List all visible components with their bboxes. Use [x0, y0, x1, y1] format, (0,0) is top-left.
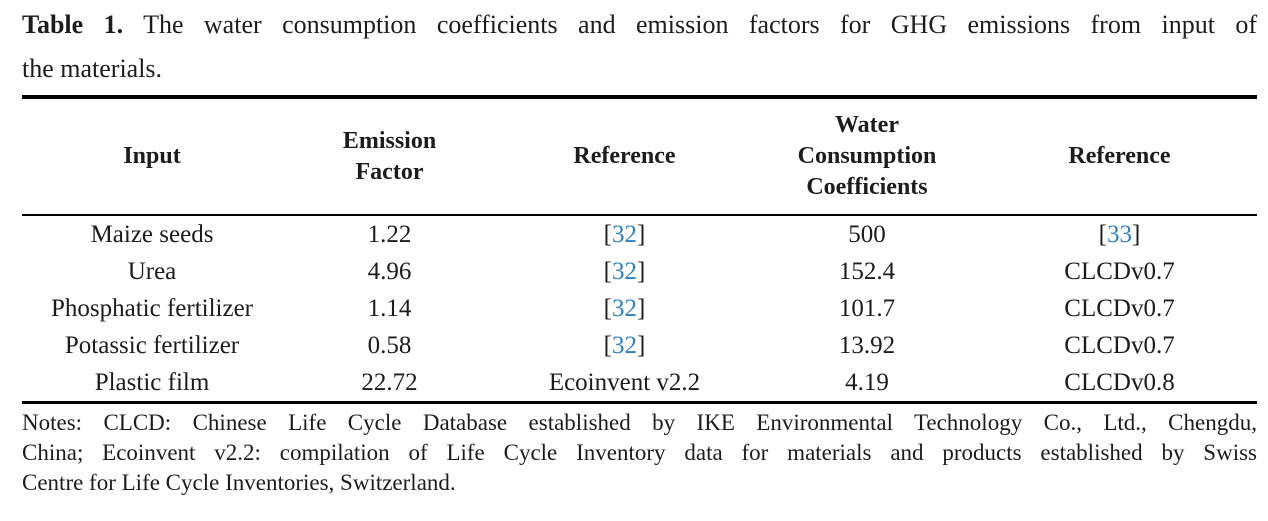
citation-link-32[interactable]: 32	[612, 331, 637, 359]
citation-link-32[interactable]: 32	[612, 257, 637, 285]
cell-water-reference: CLCDv0.7	[1064, 294, 1175, 322]
cell-emission-reference: [32]	[497, 215, 752, 253]
citation-bracket: ]	[1132, 220, 1141, 248]
table-notes: Notes: CLCD: Chinese Life Cycle Database…	[22, 408, 1257, 498]
cell-emission-factor: 4.96	[367, 257, 412, 285]
table-row-plastic-film: Plastic film 22.72 Ecoinvent v2.2 4.19 C…	[22, 364, 1257, 403]
citation-link-33[interactable]: 33	[1107, 220, 1132, 248]
citation-bracket: ]	[637, 220, 646, 248]
table-caption-text: The water consumption coefficients and e…	[143, 10, 1257, 39]
column-header-input: Input	[123, 143, 181, 169]
column-header-reference-2: Reference	[1068, 143, 1171, 169]
cell-water-coefficient: 152.4	[838, 257, 896, 285]
column-header-reference-1: Reference	[573, 143, 676, 169]
table-caption: Table 1. The water consumption coefficie…	[22, 3, 1257, 91]
cell-emission-factor: 1.14	[367, 294, 412, 322]
cell-input: Maize seeds	[90, 220, 214, 248]
column-header-emission-factor: Emission Factor	[342, 127, 437, 185]
citation-link-32[interactable]: 32	[612, 220, 637, 248]
cell-emission-reference: [32]	[497, 290, 752, 327]
citation-bracket: [	[603, 331, 612, 359]
cell-input: Potassic fertilizer	[64, 331, 240, 359]
citation-bracket: ]	[637, 294, 646, 322]
cell-emission-factor: 22.72	[361, 368, 418, 396]
table-row-phosphatic-fertilizer: Phosphatic fertilizer 1.14 [32] 101.7 CL…	[22, 290, 1257, 327]
cell-emission-reference: [32]	[497, 253, 752, 290]
table-row-urea: Urea 4.96 [32] 152.4 CLCDv0.7	[22, 253, 1257, 290]
cell-input: Plastic film	[94, 368, 210, 396]
table-row-potassic-fertilizer: Potassic fertilizer 0.58 [32] 13.92 CLCD…	[22, 327, 1257, 364]
table-caption-label: Table 1.	[22, 10, 124, 39]
citation-bracket: [	[603, 220, 612, 248]
cell-water-reference: CLCDv0.8	[1064, 368, 1175, 396]
cell-water-reference: CLCDv0.7	[1064, 257, 1175, 285]
table-caption-line1: Table 1. The water consumption coefficie…	[22, 3, 1257, 47]
cell-water-reference: CLCDv0.7	[1064, 331, 1175, 359]
notes-line2: China; Ecoinvent v2.2: compilation of Li…	[22, 440, 1257, 465]
notes-line3: Centre for Life Cycle Inventories, Switz…	[22, 470, 456, 495]
citation-link-32[interactable]: 32	[612, 294, 637, 322]
citation-bracket: [	[603, 257, 612, 285]
data-table: Input Emission Factor Reference Water Co…	[22, 95, 1257, 404]
cell-water-coefficient: 500	[848, 220, 886, 248]
paper-page: Table 1. The water consumption coefficie…	[22, 3, 1257, 498]
cell-water-reference: [33]	[982, 215, 1257, 253]
citation-bracket: ]	[637, 257, 646, 285]
cell-water-coefficient: 4.19	[845, 368, 889, 396]
cell-emission-factor: 0.58	[367, 331, 412, 359]
cell-emission-reference: Ecoinvent v2.2	[548, 368, 701, 396]
cell-water-coefficient: 13.92	[838, 331, 896, 359]
notes-line1: Notes: CLCD: Chinese Life Cycle Database…	[22, 410, 1257, 435]
cell-emission-factor: 1.22	[367, 220, 412, 248]
citation-bracket: ]	[637, 331, 646, 359]
cell-input: Urea	[127, 257, 177, 285]
cell-water-coefficient: 101.7	[838, 294, 896, 322]
table-caption-line2: the materials.	[22, 54, 163, 83]
cell-input: Phosphatic fertilizer	[50, 294, 253, 322]
citation-bracket: [	[603, 294, 612, 322]
citation-bracket: [	[1098, 220, 1107, 248]
table-header-row: Input Emission Factor Reference Water Co…	[22, 97, 1257, 215]
table-row-maize-seeds: Maize seeds 1.22 [32] 500 [33]	[22, 215, 1257, 253]
cell-emission-reference: [32]	[497, 327, 752, 364]
column-header-water-consumption-coefficients: Water Consumption Coefficients	[797, 112, 937, 200]
